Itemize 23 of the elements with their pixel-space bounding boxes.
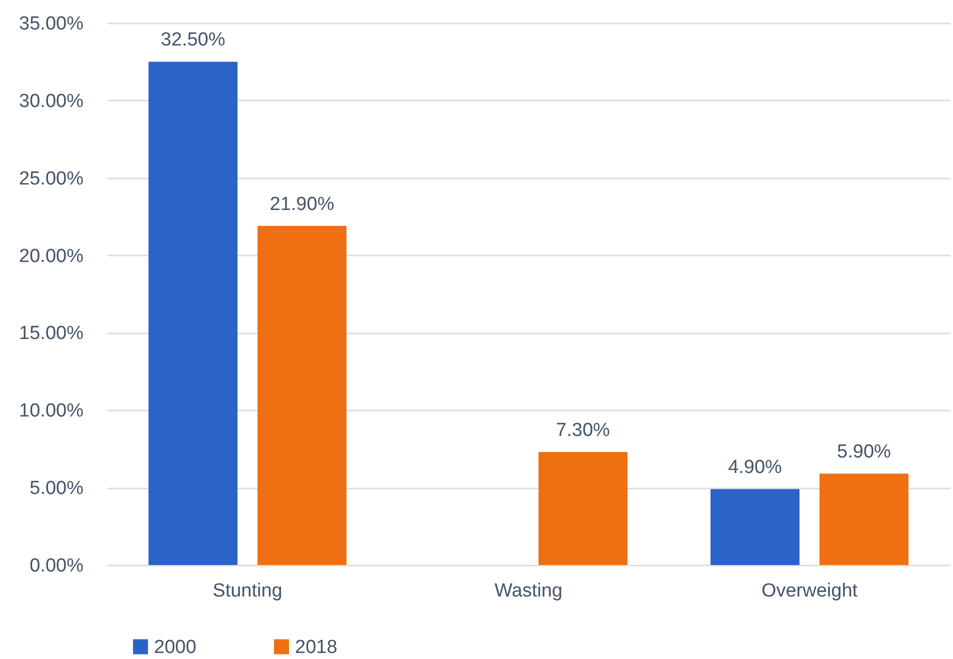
x-tick-label: Wasting xyxy=(494,580,562,602)
x-tick-label: Overweight xyxy=(761,580,858,602)
legend-label: 2018 xyxy=(295,636,338,658)
y-tick-label: 0.00% xyxy=(30,556,84,576)
y-tick-label: 10.00% xyxy=(19,400,84,422)
data-label: 32.50% xyxy=(160,30,226,51)
y-tick-label: 15.00% xyxy=(19,323,84,344)
bar xyxy=(820,474,908,565)
y-tick-label: 5.00% xyxy=(30,478,84,500)
y-tick-label: 30.00% xyxy=(19,90,84,112)
x-tick-label: Stunting xyxy=(212,580,282,602)
bar xyxy=(710,489,800,565)
y-tick-label: 20.00% xyxy=(19,246,84,267)
y-tick-label: 25.00% xyxy=(19,168,84,190)
data-label: 5.90% xyxy=(837,442,892,463)
legend-label: 2000 xyxy=(154,636,196,658)
bar xyxy=(258,226,346,565)
bar xyxy=(148,62,238,565)
y-tick-label: 35.00% xyxy=(19,14,84,34)
data-label: 21.90% xyxy=(270,194,334,215)
bar xyxy=(538,452,628,565)
data-label: 7.30% xyxy=(556,420,610,441)
data-label: 4.90% xyxy=(728,457,782,478)
